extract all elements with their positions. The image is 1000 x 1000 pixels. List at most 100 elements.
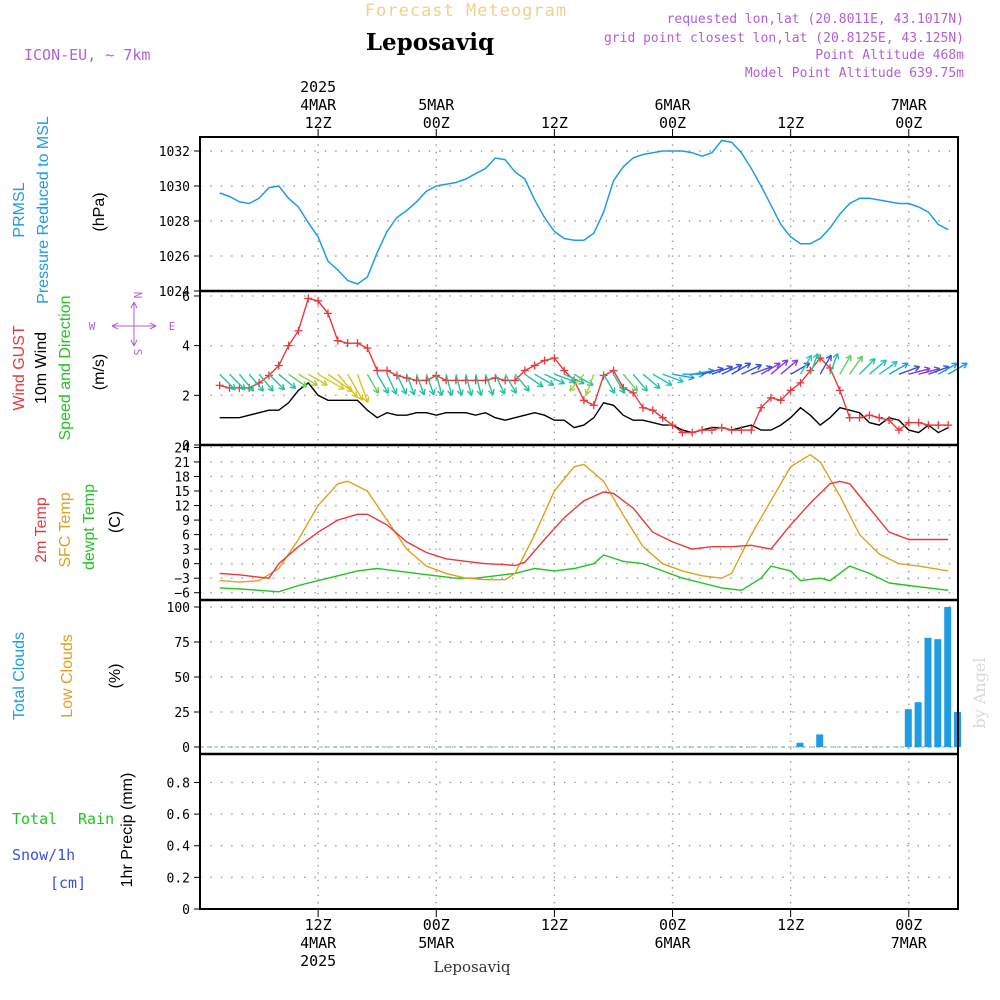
- total-clouds-label: Total Clouds: [11, 632, 28, 720]
- bottom-time-label: 00Z: [895, 916, 922, 934]
- top-time-label: 6MAR: [654, 96, 691, 114]
- gust-point: [344, 339, 352, 347]
- plot-area: 102410261028103010320246−6−3036912151821…: [159, 78, 968, 970]
- bottom-time-label: 2025: [300, 952, 336, 970]
- pressure-ytick-label: 1026: [159, 250, 190, 265]
- temp-ytick-label: 18: [174, 470, 190, 485]
- clouds-unit: (%): [107, 664, 124, 689]
- gust-point: [728, 426, 736, 434]
- compass-east: E: [169, 320, 176, 333]
- plot-frame: [200, 137, 958, 909]
- wind-arrow-shaft: [525, 374, 543, 387]
- wind-arrow-shaft: [515, 374, 529, 391]
- wind-arrow: [515, 374, 529, 391]
- model-altitude: Model Point Altitude 639.75m: [745, 66, 964, 81]
- cloud-bar: [944, 607, 951, 747]
- wind-arrow: [495, 374, 505, 394]
- temp-unit: (C): [107, 511, 124, 533]
- point-altitude: Point Altitude 468m: [815, 48, 964, 63]
- gust-label: Wind GUST: [11, 325, 28, 411]
- top-time-label: 12Z: [541, 114, 568, 132]
- requested-coords: requested lon,lat (20.8011E, 43.1017N): [667, 12, 964, 27]
- gust-point: [541, 357, 549, 365]
- top-time-label: 00Z: [895, 114, 922, 132]
- gust-point: [846, 414, 854, 422]
- compass-south: S: [131, 349, 144, 356]
- wind-arrow: [791, 363, 810, 374]
- prmsl-label: PRMSL: [11, 182, 28, 237]
- bottom-time-label: 12Z: [777, 916, 804, 934]
- gust-point: [354, 339, 362, 347]
- gust-point: [934, 421, 942, 429]
- compass-icon: W E N S: [89, 292, 176, 356]
- dewpt-label: dewpt Temp: [81, 484, 98, 570]
- gust-point: [216, 381, 224, 389]
- gust-point: [294, 327, 302, 335]
- precip-ytick-label: 0.4: [167, 840, 191, 855]
- gust-point: [383, 366, 391, 374]
- cloud-bar: [816, 734, 823, 747]
- wind10-label: 10m Wind: [33, 332, 50, 404]
- wind-ytick-label: 4: [182, 340, 190, 355]
- gust-point: [865, 411, 873, 419]
- snow-unit-label: [cm]: [50, 874, 86, 892]
- wind-arrow: [909, 367, 930, 374]
- precip-unit: 1hr Precip (mm): [119, 773, 136, 888]
- gridpoint-coords: grid point closest lon,lat (20.8125E, 43…: [604, 31, 964, 46]
- cloud-bar: [915, 702, 922, 747]
- precip-labels: Total Rain Snow/1h [cm] 1hr Precip (mm): [12, 773, 136, 892]
- clouds-ytick-label: 0: [182, 741, 190, 756]
- precip-ytick-label: 0.6: [167, 808, 190, 823]
- temp-ytick-label: 24: [174, 441, 190, 456]
- clouds-ytick-label: 100: [167, 601, 190, 616]
- gust-point: [580, 396, 588, 404]
- wind-arrow-shaft: [938, 363, 957, 374]
- gust-line: [220, 299, 949, 433]
- wind-arrow: [466, 374, 473, 395]
- gust-point: [590, 401, 598, 409]
- wind-panel: 0 2 4 6: [182, 290, 967, 454]
- low-clouds-label: Low Clouds: [59, 634, 76, 718]
- location-title: Leposaviq: [366, 29, 494, 56]
- wind-labels: Wind GUST 10m Wind Speed and Direction (…: [11, 292, 175, 441]
- gust-point: [285, 342, 293, 350]
- bottom-time-label: 12Z: [541, 916, 568, 934]
- wind-arrow: [407, 374, 415, 395]
- gust-point: [639, 404, 647, 412]
- wind-arrow-shaft: [840, 355, 851, 374]
- wind-arrow: [604, 374, 615, 393]
- cloud-bar: [925, 638, 932, 747]
- wind-unit: (m/s): [91, 354, 108, 390]
- compass-west: W: [89, 320, 96, 333]
- credit-watermark: by Angel: [970, 657, 989, 728]
- gust-point: [944, 421, 952, 429]
- temp-ytick-label: 0: [182, 558, 190, 573]
- temp-ytick-label: 6: [182, 529, 190, 544]
- precip-ytick-label: 0: [182, 903, 190, 918]
- temp-ytick-label: 12: [174, 500, 190, 515]
- top-time-label: 4MAR: [300, 96, 337, 114]
- clouds-ytick-label: 75: [174, 636, 190, 651]
- precip-panel: 0 0.2 0.4 0.6 0.8: [167, 754, 958, 918]
- pressure-ytick-label: 1032: [159, 145, 190, 160]
- faded-title: Forecast Meteogram: [365, 1, 567, 21]
- wind-arrow-shaft: [308, 374, 327, 385]
- sfc-label: SFC Temp: [57, 492, 74, 567]
- clouds-panel: 0255075100: [167, 600, 961, 756]
- pressure-ytick-label: 1030: [159, 180, 190, 195]
- precip-ytick-label: 0.8: [167, 776, 190, 791]
- footer-location: Leposaviq: [434, 958, 511, 976]
- gust-point: [531, 362, 539, 370]
- cloud-bar: [797, 743, 804, 747]
- sfc-temp-line: [220, 455, 949, 582]
- gust-point: [875, 414, 883, 422]
- wind-arrow: [476, 374, 483, 395]
- wind-arrow-shaft: [367, 374, 378, 393]
- pressure-ytick-label: 1028: [159, 215, 190, 230]
- gust-point: [226, 384, 234, 392]
- temp2m-label: 2m Temp: [33, 497, 50, 563]
- precip-ytick-label: 0.2: [167, 871, 190, 886]
- bottom-time-label: 00Z: [423, 916, 450, 934]
- dewpt-line: [220, 555, 949, 592]
